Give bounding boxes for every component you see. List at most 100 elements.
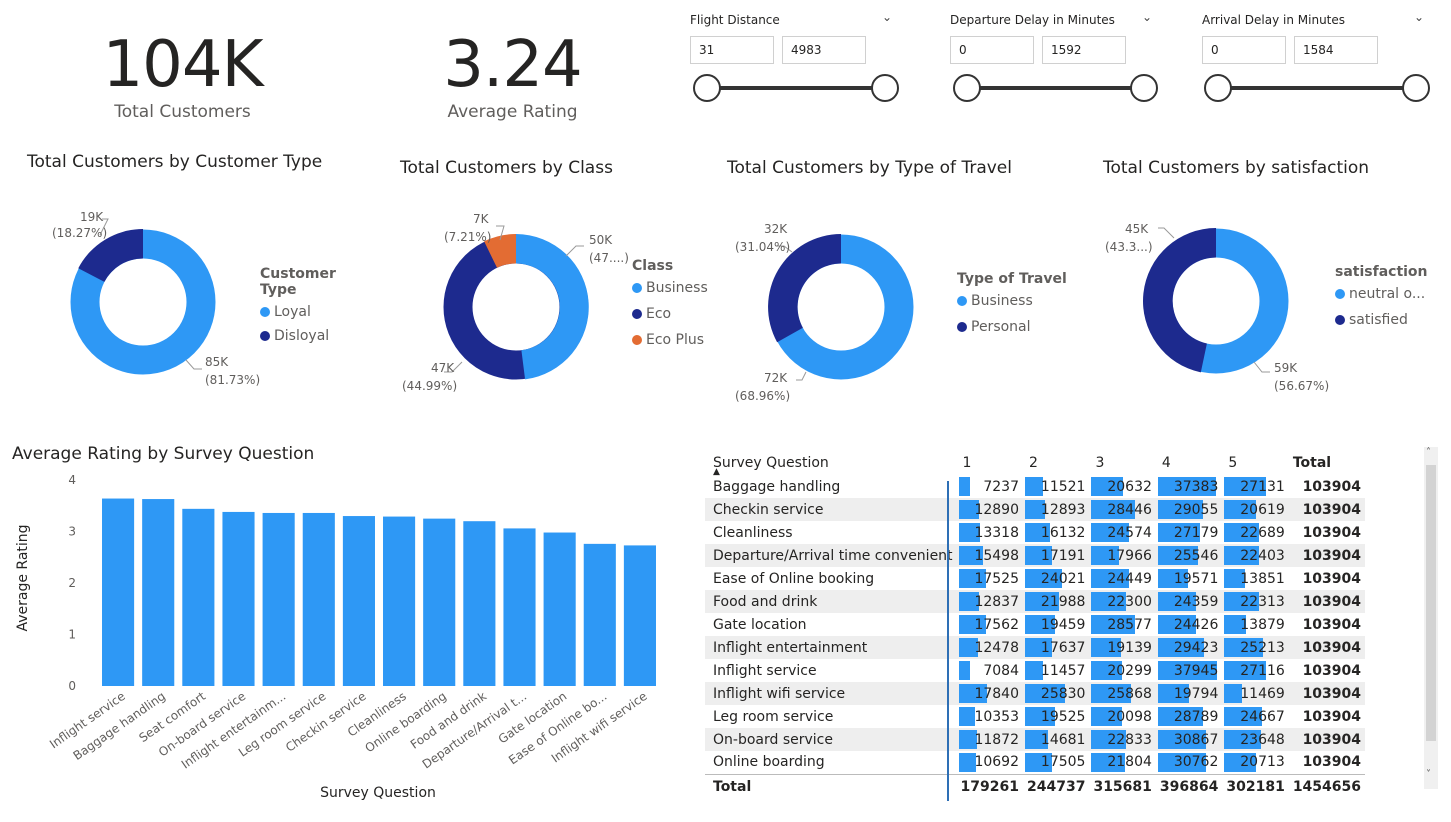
table-row[interactable]: Baggage handling 7237 11521 20632 37383 27131… (705, 475, 1365, 498)
value-cell[interactable]: 17191 (1023, 544, 1090, 567)
column-header-1[interactable]: 1 (962, 455, 972, 471)
bar[interactable] (102, 498, 135, 686)
bar[interactable] (182, 508, 215, 686)
value-cell[interactable]: 23648 (1222, 728, 1289, 751)
legend-item-eco-plus[interactable]: Eco Plus (632, 332, 708, 348)
value-cell[interactable]: 24426 (1156, 613, 1222, 636)
bar[interactable] (503, 528, 536, 686)
scrollbar-thumb[interactable] (1426, 465, 1436, 741)
slider-track[interactable] (966, 86, 1144, 90)
bar[interactable] (463, 521, 496, 686)
value-cell[interactable]: 17562 (957, 613, 1023, 636)
value-cell[interactable]: 20713 (1222, 751, 1288, 774)
sort-ascending-icon[interactable]: ▲ (713, 467, 720, 477)
value-cell[interactable]: 25830 (1023, 682, 1090, 705)
value-cell[interactable]: 11521 (1023, 475, 1089, 498)
legend-item-loyal[interactable]: Loyal (260, 304, 370, 320)
value-cell[interactable]: 37945 (1156, 659, 1222, 682)
bar[interactable] (383, 516, 416, 686)
table-row[interactable]: Ease of Online booking 17525 24021 24449 195… (705, 567, 1365, 590)
value-cell[interactable]: 19459 (1023, 613, 1089, 636)
value-cell[interactable]: 7237 (957, 475, 1023, 498)
chevron-down-icon[interactable]: ⌄ (882, 10, 893, 24)
slicer-min-input[interactable] (690, 36, 774, 64)
value-cell[interactable]: 29055 (1155, 498, 1223, 521)
chevron-down-icon[interactable]: ⌄ (1414, 10, 1425, 24)
slider-track[interactable] (1218, 86, 1416, 90)
column-header-survey-question[interactable]: Survey Question ▲ (705, 445, 957, 477)
value-cell[interactable]: 28577 (1089, 613, 1155, 636)
value-cell[interactable]: 12890 (956, 498, 1023, 521)
value-cell[interactable]: 10692 (957, 751, 1023, 774)
value-cell[interactable]: 24449 (1089, 567, 1155, 590)
column-header-5[interactable]: 5 (1228, 455, 1238, 471)
table-row[interactable]: Checkin service 12890 12893 28446 29055 20619… (705, 498, 1366, 521)
donut-slice-neutral[interactable] (1143, 228, 1216, 373)
legend-item-satisfied[interactable]: satisfied (1335, 312, 1428, 328)
table-row[interactable]: Gate location 17562 19459 28577 24426 13879 10… (705, 613, 1365, 636)
legend-item-business[interactable]: Business (632, 280, 708, 296)
value-cell[interactable]: 13879 (1222, 613, 1288, 636)
slicer-min-input[interactable] (1202, 36, 1286, 64)
value-cell[interactable]: 29423 (1155, 636, 1223, 659)
column-header-total[interactable]: Total (1292, 455, 1332, 471)
value-cell[interactable]: 20299 (1089, 659, 1155, 682)
value-cell[interactable]: 25213 (1222, 636, 1289, 659)
slider-max-handle[interactable] (871, 74, 899, 102)
slicer-max-input[interactable] (1294, 36, 1378, 64)
value-cell[interactable]: 17505 (1023, 751, 1089, 774)
legend-item-disloyal[interactable]: Disloyal (260, 328, 370, 344)
slider-max-handle[interactable] (1402, 74, 1430, 102)
value-cell[interactable]: 7084 (957, 659, 1023, 682)
table-row[interactable]: Departure/Arrival time convenient 15498 17… (705, 544, 1366, 567)
donut-slice-disloyal[interactable] (78, 229, 143, 282)
value-cell[interactable]: 11872 (956, 728, 1023, 751)
value-cell[interactable]: 24021 (1023, 567, 1089, 590)
value-cell[interactable]: 19794 (1155, 682, 1223, 705)
value-cell[interactable]: 22689 (1222, 521, 1288, 544)
legend-item-business[interactable]: Business (957, 293, 1067, 309)
slider-max-handle[interactable] (1130, 74, 1158, 102)
chevron-down-icon[interactable]: ⌄ (1142, 10, 1153, 24)
column-header-3[interactable]: 3 (1095, 455, 1105, 471)
table-row[interactable]: Leg room service 10353 19525 20098 28789 2466… (705, 705, 1365, 728)
value-cell[interactable]: 28789 (1156, 705, 1222, 728)
value-cell[interactable]: 25546 (1155, 544, 1223, 567)
value-cell[interactable]: 12478 (956, 636, 1023, 659)
value-cell[interactable]: 22313 (1222, 590, 1289, 613)
slicer-max-input[interactable] (1042, 36, 1126, 64)
value-cell[interactable]: 20098 (1089, 705, 1155, 728)
column-header-4[interactable]: 4 (1161, 455, 1171, 471)
bar[interactable] (302, 512, 335, 686)
value-cell[interactable]: 22300 (1089, 590, 1156, 613)
slicer-departure-delay[interactable]: Departure Delay in Minutes ⌄ (950, 10, 1160, 110)
value-cell[interactable]: 11457 (1023, 659, 1089, 682)
value-cell[interactable]: 21988 (1023, 590, 1090, 613)
bar[interactable] (262, 512, 295, 686)
value-cell[interactable]: 12893 (1023, 498, 1090, 521)
value-cell[interactable]: 28446 (1089, 498, 1156, 521)
bar[interactable] (543, 532, 576, 686)
scroll-up-icon[interactable]: ˄ (1426, 447, 1431, 458)
bar[interactable] (342, 516, 375, 686)
slider-track[interactable] (706, 86, 884, 90)
slider-min-handle[interactable] (1204, 74, 1232, 102)
value-cell[interactable]: 17966 (1089, 544, 1156, 567)
table-row[interactable]: Online boarding 10692 17505 21804 30762 20713… (705, 751, 1365, 774)
value-cell[interactable]: 12837 (956, 590, 1023, 613)
value-cell[interactable]: 25868 (1089, 682, 1156, 705)
scroll-down-icon[interactable]: ˅ (1426, 769, 1431, 780)
slicer-arrival-delay[interactable]: Arrival Delay in Minutes ⌄ (1202, 10, 1434, 110)
bar[interactable] (423, 518, 456, 686)
value-cell[interactable]: 13851 (1222, 567, 1288, 590)
value-cell[interactable]: 22833 (1089, 728, 1156, 751)
value-cell[interactable]: 27131 (1222, 475, 1288, 498)
table-row[interactable]: Cleanliness 13318 16132 24574 27179 22689 1039… (705, 521, 1365, 544)
donut-slice-business[interactable] (516, 234, 589, 380)
value-cell[interactable]: 27179 (1156, 521, 1222, 544)
matrix-scrollbar[interactable]: ˄ ˅ (1424, 447, 1438, 789)
slider-min-handle[interactable] (693, 74, 721, 102)
table-row[interactable]: Food and drink 12837 21988 22300 24359 22313 1… (705, 590, 1366, 613)
value-cell[interactable]: 24574 (1089, 521, 1155, 544)
value-cell[interactable]: 27116 (1222, 659, 1288, 682)
